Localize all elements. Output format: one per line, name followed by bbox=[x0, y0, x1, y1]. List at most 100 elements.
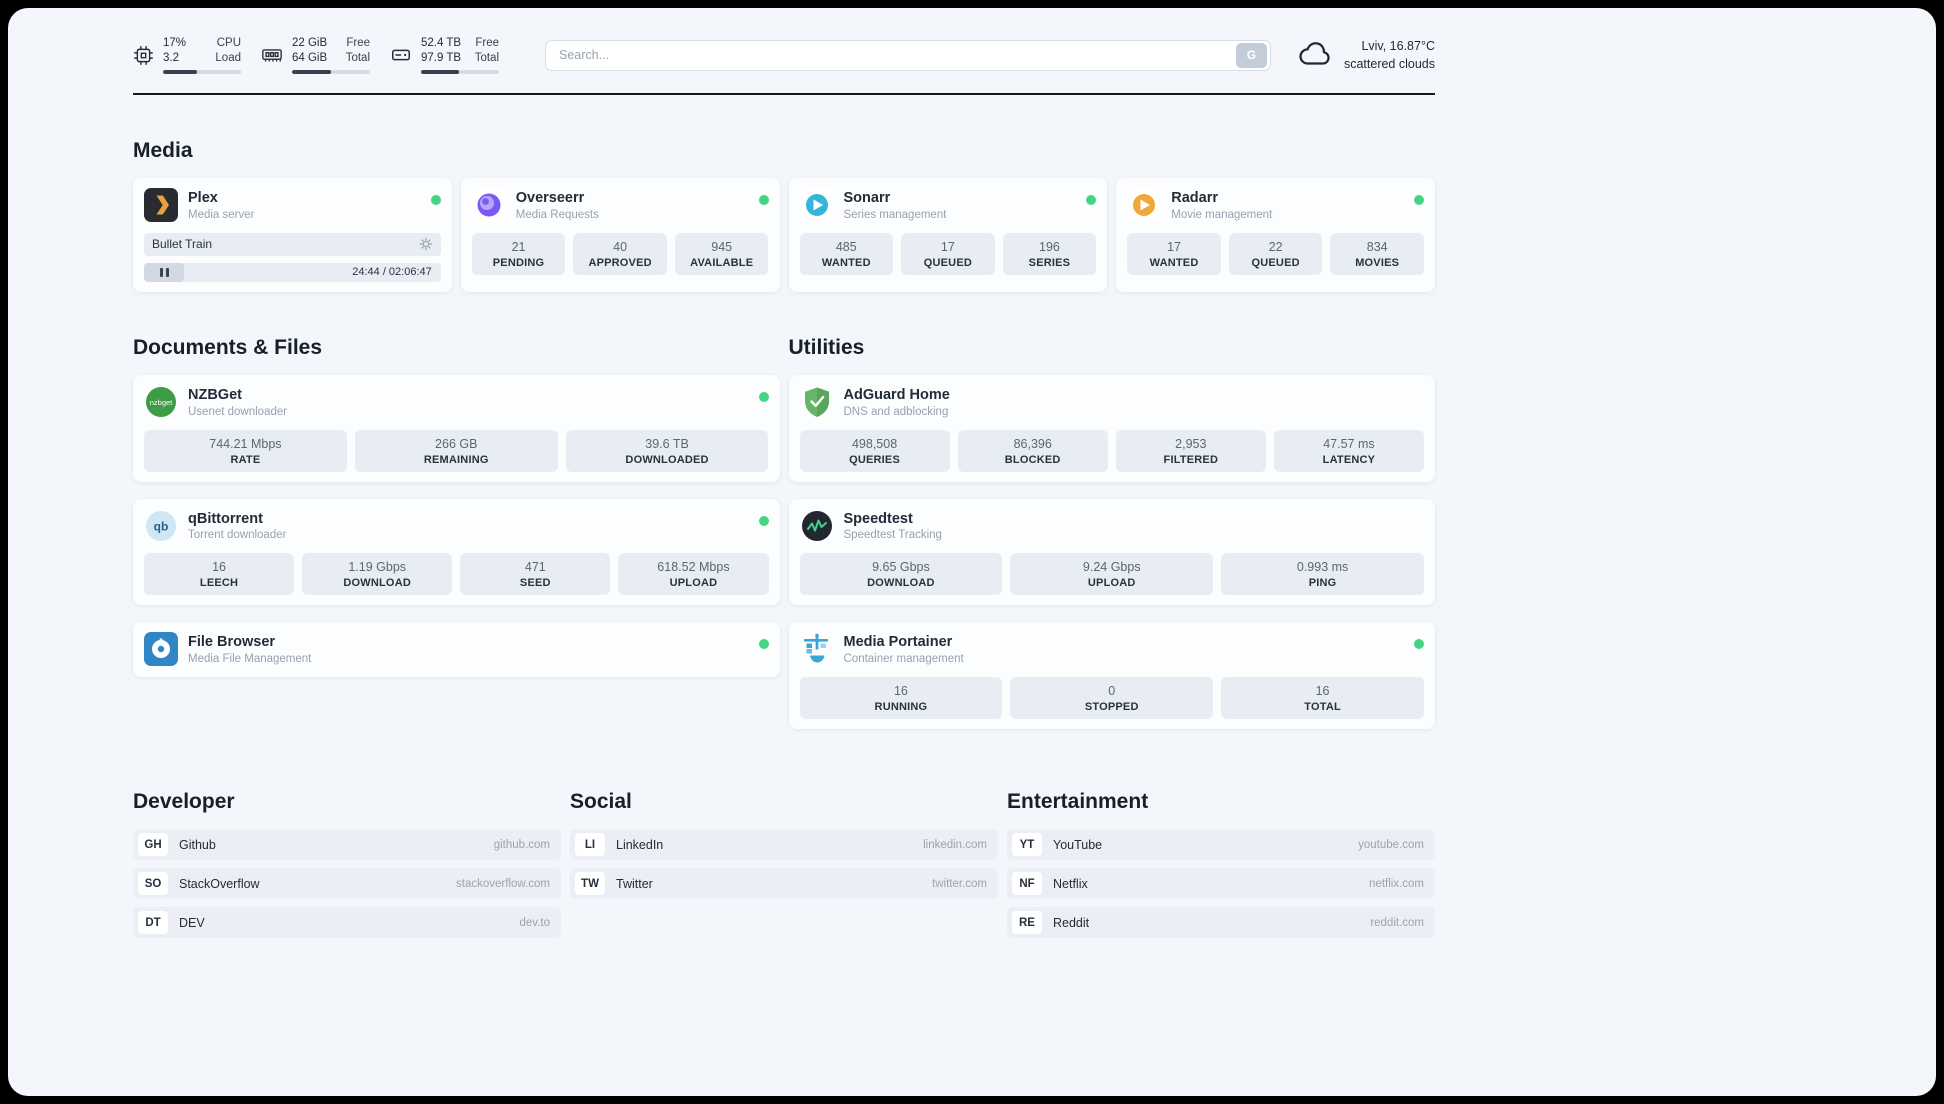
disk-total-value: 97.9 TB bbox=[421, 52, 462, 64]
stat-label: REMAINING bbox=[423, 453, 489, 466]
stat-value: 196 bbox=[1039, 239, 1060, 254]
bookmark-stackoverflow[interactable]: SO StackOverflow stackoverflow.com bbox=[133, 868, 561, 900]
cpu-progress-bar bbox=[163, 69, 241, 74]
stat-value: 16 bbox=[212, 560, 227, 575]
app-card-adguard[interactable]: AdGuard Home DNS and adblocking 498,508 … bbox=[788, 374, 1435, 482]
stat-label: QUEUED bbox=[923, 256, 972, 269]
stat-label: DOWNLOAD bbox=[343, 577, 411, 590]
app-subtitle: Media Requests bbox=[515, 208, 599, 221]
stat-label: QUERIES bbox=[849, 453, 901, 466]
app-card-sonarr[interactable]: Sonarr Series management 485 WANTED 17 Q… bbox=[788, 178, 1108, 292]
bookmark-abbr: NF bbox=[1012, 872, 1042, 896]
cpu-label-top: CPU bbox=[216, 37, 241, 50]
app-name: Speedtest bbox=[843, 510, 913, 527]
bookmark-url: youtube.com bbox=[1358, 838, 1424, 851]
ram-progress-bar bbox=[292, 69, 370, 74]
filebrowser-icon bbox=[144, 632, 178, 667]
cpu-labels: CPU Load bbox=[215, 36, 241, 66]
stat-label: LATENCY bbox=[1322, 453, 1376, 466]
search-input[interactable] bbox=[559, 48, 1236, 62]
bookmark-name: YouTube bbox=[1053, 837, 1103, 852]
stat-available: 945 AVAILABLE bbox=[674, 232, 769, 275]
app-name: AdGuard Home bbox=[843, 386, 950, 403]
status-dot bbox=[1414, 639, 1424, 650]
disk-icon bbox=[390, 44, 412, 66]
bookmark-twitter[interactable]: TW Twitter twitter.com bbox=[570, 868, 998, 900]
app-card-portainer[interactable]: Media Portainer Container management 16 … bbox=[788, 622, 1435, 730]
bookmark-netflix[interactable]: NF Netflix netflix.com bbox=[1007, 868, 1435, 900]
app-card-nzbget[interactable]: nzbget NZBGet Usenet downloader 744.21 M… bbox=[133, 374, 780, 482]
stat-total: 16 TOTAL bbox=[1221, 677, 1424, 720]
stat-value: 744.21 Mbps bbox=[209, 436, 282, 451]
bookmark-reddit[interactable]: RE Reddit reddit.com bbox=[1007, 907, 1435, 939]
stat-value: 1.19 Gbps bbox=[348, 560, 407, 575]
bookmark-name: Reddit bbox=[1053, 915, 1090, 930]
utilities-column: Utilities AdGuard Home DNS and adblockin… bbox=[788, 292, 1435, 746]
cpu-metric: 17% 3.2 CPU Load bbox=[133, 36, 241, 74]
section-title-social: Social bbox=[570, 790, 632, 814]
app-card-qbittorrent[interactable]: qb qBittorrent Torrent downloader 16 LEE… bbox=[133, 498, 780, 606]
app-card-filebrowser[interactable]: File Browser Media File Management bbox=[133, 622, 780, 678]
now-playing-title: Bullet Train bbox=[152, 237, 213, 252]
app-name: NZBGet bbox=[188, 386, 242, 403]
bookmark-github[interactable]: GH Github github.com bbox=[133, 829, 561, 861]
ram-progress-fill bbox=[292, 69, 331, 74]
bookmark-dev[interactable]: DT DEV dev.to bbox=[133, 907, 561, 939]
now-playing-bar: Bullet Train bbox=[144, 232, 441, 256]
stat-value: 16 bbox=[893, 684, 908, 699]
media-grid: Plex Media server Bullet Train 24:44 / 0… bbox=[133, 178, 1435, 292]
bookmark-linkedin[interactable]: LI LinkedIn linkedin.com bbox=[570, 829, 998, 861]
ram-label-bottom: Total bbox=[345, 52, 370, 64]
app-name: qBittorrent bbox=[188, 510, 263, 527]
weather-widget: Lviv, 16.87°C scattered clouds bbox=[1297, 37, 1435, 73]
stat-value: 2,953 bbox=[1175, 436, 1207, 451]
stat-value: 9.65 Gbps bbox=[872, 560, 930, 575]
ram-icon bbox=[261, 44, 283, 66]
stat-downloaded: 39.6 TB DOWNLOADED bbox=[565, 429, 769, 472]
stat-value: 834 bbox=[1366, 239, 1388, 254]
bookmark-youtube[interactable]: YT YouTube youtube.com bbox=[1007, 829, 1435, 861]
playback-time: 24:44 / 02:06:47 bbox=[352, 266, 432, 279]
gear-icon[interactable] bbox=[419, 237, 433, 251]
stat-label: DOWNLOADED bbox=[625, 453, 709, 466]
stat-series: 196 SERIES bbox=[1002, 232, 1097, 275]
app-name: File Browser bbox=[188, 634, 276, 651]
disk-label-top: Free bbox=[475, 37, 499, 50]
stat-label: DOWNLOAD bbox=[867, 577, 935, 590]
stat-value: 39.6 TB bbox=[645, 436, 689, 451]
developer-column: Developer GH Github github.com SO StackO… bbox=[133, 746, 561, 946]
status-dot bbox=[758, 515, 769, 526]
stat-latency: 47.57 ms LATENCY bbox=[1273, 429, 1424, 472]
app-card-plex[interactable]: Plex Media server Bullet Train 24:44 / 0… bbox=[133, 178, 452, 292]
disk-values: 52.4 TB 97.9 TB bbox=[421, 36, 461, 66]
status-dot bbox=[430, 195, 441, 205]
ram-free-value: 22 GiB bbox=[292, 37, 328, 50]
header-divider bbox=[133, 93, 1435, 95]
documents-column: Documents & Files nzbget NZBGet Usenet d… bbox=[133, 292, 780, 694]
bookmark-url: twitter.com bbox=[932, 877, 987, 890]
stat-value: 21 bbox=[511, 239, 526, 254]
bookmark-abbr: DT bbox=[138, 911, 168, 935]
app-card-radarr[interactable]: Radarr Movie management 17 WANTED 22 QUE… bbox=[1116, 178, 1435, 292]
stat-label: UPLOAD bbox=[669, 577, 718, 590]
section-title-documents: Documents & Files bbox=[133, 335, 323, 359]
stat-upload: 9.24 Gbps UPLOAD bbox=[1010, 553, 1214, 596]
app-subtitle: Speedtest Tracking bbox=[843, 529, 942, 542]
app-card-speedtest[interactable]: Speedtest Speedtest Tracking 9.65 Gbps D… bbox=[788, 498, 1435, 606]
bookmark-url: reddit.com bbox=[1370, 916, 1424, 929]
stat-label: PING bbox=[1308, 577, 1337, 590]
bookmark-url: stackoverflow.com bbox=[456, 877, 550, 890]
playback-progress-bar[interactable]: 24:44 / 02:06:47 bbox=[144, 262, 441, 282]
stat-wanted: 17 WANTED bbox=[1127, 232, 1221, 275]
stat-upload: 618.52 Mbps UPLOAD bbox=[618, 553, 769, 596]
nzbget-icon: nzbget bbox=[144, 385, 178, 419]
pause-button[interactable] bbox=[144, 262, 184, 282]
stat-label: TOTAL bbox=[1304, 701, 1341, 714]
stat-leech: 16 LEECH bbox=[144, 553, 295, 596]
app-card-overseerr[interactable]: Overseerr Media Requests 21 PENDING 40 A… bbox=[460, 178, 780, 292]
search-engine-button[interactable]: G bbox=[1235, 42, 1267, 68]
stat-wanted: 485 WANTED bbox=[799, 232, 894, 275]
overseerr-icon bbox=[471, 188, 506, 222]
stat-rate: 744.21 Mbps RATE bbox=[144, 429, 347, 472]
stat-value: 22 bbox=[1268, 239, 1283, 254]
